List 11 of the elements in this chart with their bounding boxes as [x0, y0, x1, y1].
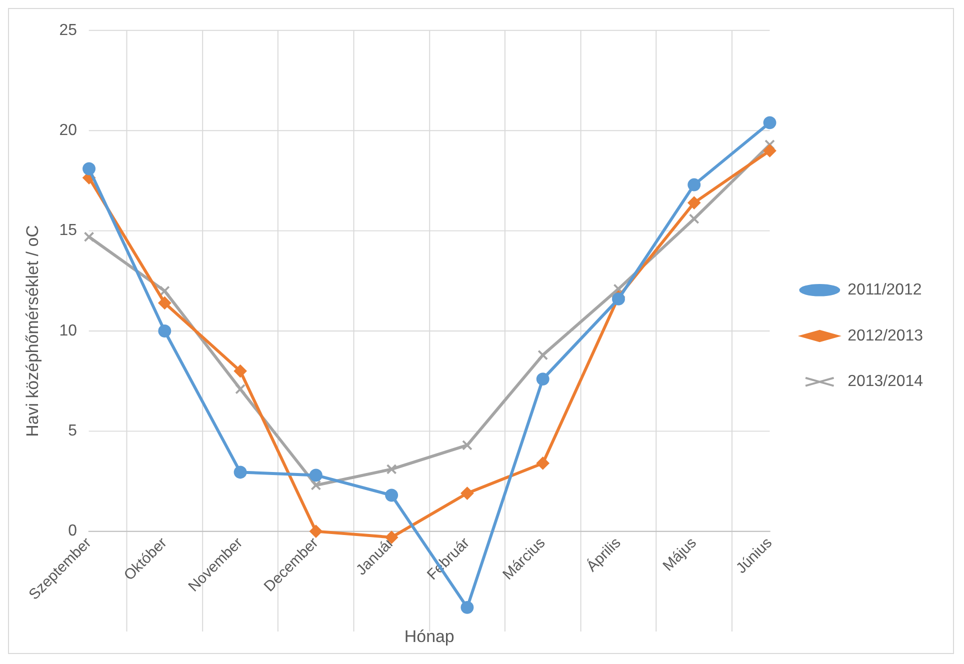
y-tick-label: 20: [59, 122, 78, 140]
x-axis-title: Hónap: [404, 626, 454, 646]
legend-label: 2013/2014: [848, 373, 924, 390]
legend-label: 2011/2012: [848, 282, 922, 299]
y-tick-label: 15: [59, 222, 78, 240]
y-tick-label: 5: [68, 422, 78, 440]
y-tick-label: 10: [59, 322, 78, 340]
y-tick-label: 25: [59, 22, 78, 39]
y-axis-title: Havi középhőmérséklet / oC: [22, 225, 42, 437]
y-tick-label: 0: [68, 522, 78, 540]
legend-label: 2012/2013: [848, 327, 924, 344]
